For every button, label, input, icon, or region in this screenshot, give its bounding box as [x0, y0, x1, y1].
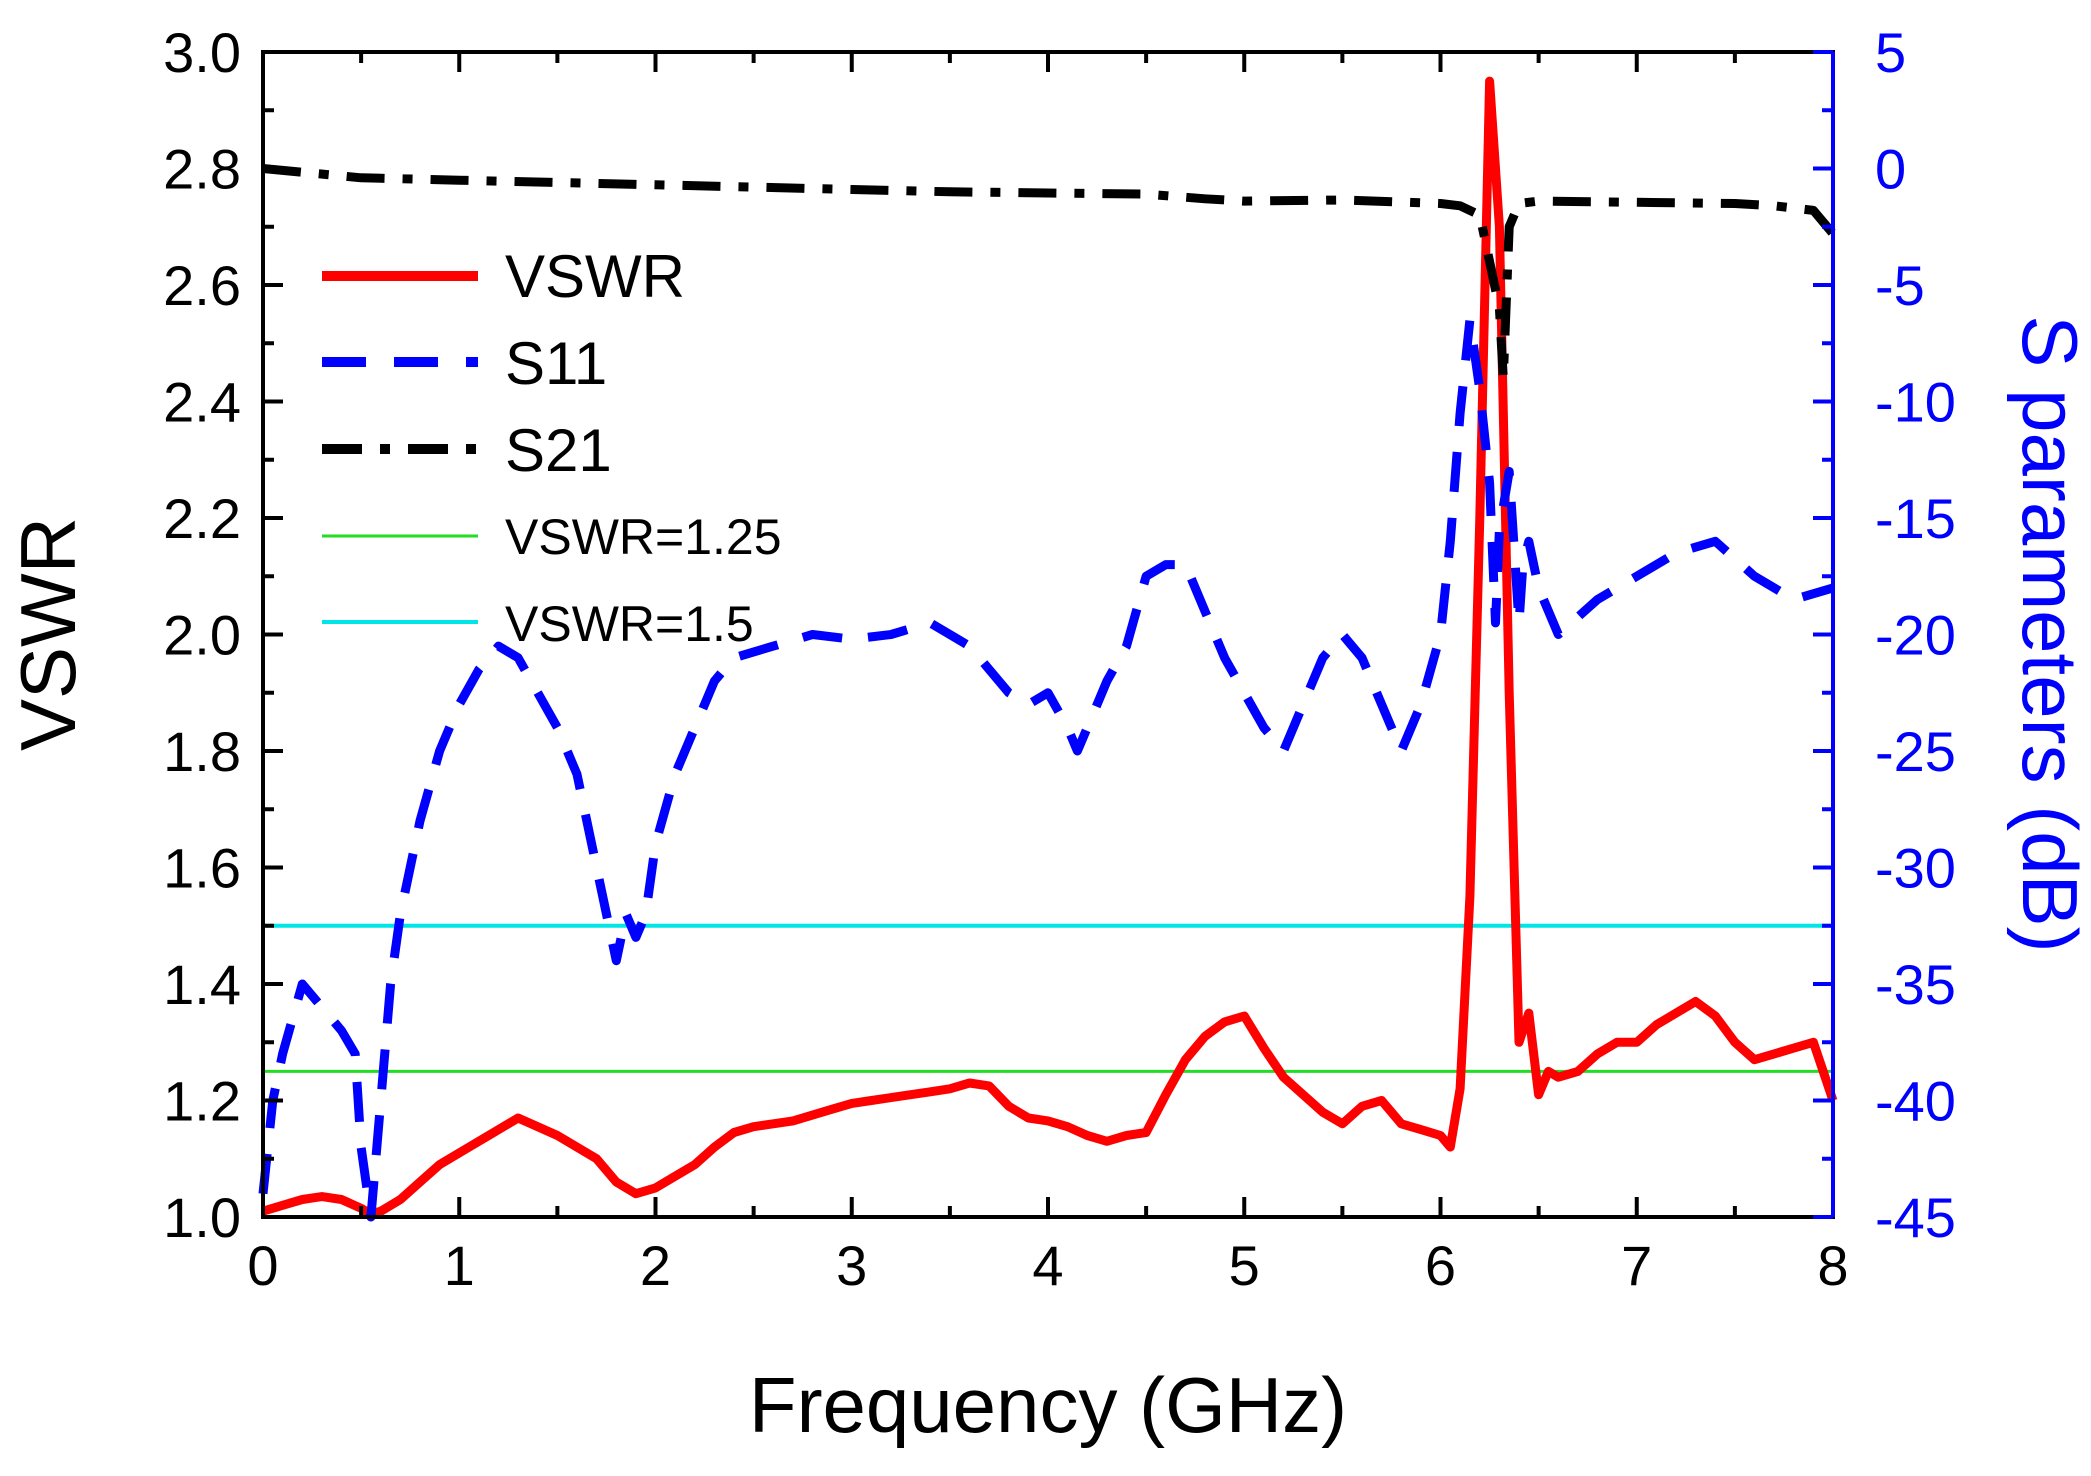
legend-label-vswr: VSWR — [505, 243, 685, 310]
legend-label-s11: S11 — [505, 330, 607, 397]
axis-ticks — [261, 50, 1835, 1219]
series-s11 — [258, 315, 1835, 1222]
x-tick-label: 4 — [1032, 1234, 1063, 1297]
y-right-tick-label: -20 — [1875, 604, 1956, 667]
y-right-axis-title: S parameters (dB) — [2006, 315, 2091, 952]
data-series — [258, 76, 1838, 1222]
y-right-tick-label: -25 — [1875, 720, 1956, 783]
x-tick-label: 0 — [247, 1234, 278, 1297]
x-tick-label: 3 — [836, 1234, 867, 1297]
y-left-tick-label: 1.8 — [163, 720, 241, 783]
legend-label-vswr125: VSWR=1.25 — [505, 509, 782, 565]
y-right-tick-label: -5 — [1875, 254, 1925, 317]
legend-label-s21: S21 — [505, 417, 612, 484]
y-right-tick-labels: 5 0 -5 -10 -15 -20 -25 -30 -35 -40 -45 — [1875, 21, 1956, 1249]
x-tick-label: 2 — [640, 1234, 671, 1297]
y-left-tick-label: 2.8 — [163, 138, 241, 201]
series-s21 — [262, 164, 1837, 383]
y-left-tick-label: 1.0 — [163, 1186, 241, 1249]
y-right-tick-label: -10 — [1875, 371, 1956, 434]
y-left-axis-title: VSWR — [4, 517, 92, 751]
x-axis-title: Frequency (GHz) — [749, 1361, 1347, 1449]
y-right-tick-label: -35 — [1875, 953, 1956, 1016]
y-right-tick-label: 0 — [1875, 138, 1906, 201]
y-left-tick-label: 2.6 — [163, 254, 241, 317]
x-tick-label: 6 — [1425, 1234, 1456, 1297]
y-right-tick-label: -40 — [1875, 1070, 1956, 1133]
y-left-tick-label: 2.2 — [163, 487, 241, 550]
y-right-tick-label: -45 — [1875, 1186, 1956, 1249]
x-tick-label: 5 — [1229, 1234, 1260, 1297]
y-right-tick-label: 5 — [1875, 21, 1906, 84]
y-left-tick-label: 2.0 — [163, 604, 241, 667]
x-tick-label: 7 — [1621, 1234, 1652, 1297]
x-tick-label: 1 — [444, 1234, 475, 1297]
series-vswr — [261, 76, 1838, 1219]
y-left-tick-label: 3.0 — [163, 21, 241, 84]
y-left-tick-label: 1.4 — [163, 953, 241, 1016]
y-left-tick-label: 1.2 — [163, 1070, 241, 1133]
y-left-tick-labels: 1.0 1.2 1.4 1.6 1.8 2.0 2.2 2.4 2.6 2.8 3.0 — [163, 21, 241, 1249]
y-right-tick-label: -30 — [1875, 837, 1956, 900]
x-tick-label: 8 — [1817, 1234, 1848, 1297]
y-left-tick-label: 1.6 — [163, 837, 241, 900]
x-tick-labels: 0 1 2 3 4 5 6 7 8 — [247, 1234, 1848, 1297]
legend-label-vswr15: VSWR=1.5 — [505, 596, 754, 652]
y-right-tick-label: -15 — [1875, 487, 1956, 550]
legend: VSWR S11 S21 VSWR=1.25 VSWR=1.5 — [322, 243, 782, 652]
y-left-tick-label: 2.4 — [163, 371, 241, 434]
